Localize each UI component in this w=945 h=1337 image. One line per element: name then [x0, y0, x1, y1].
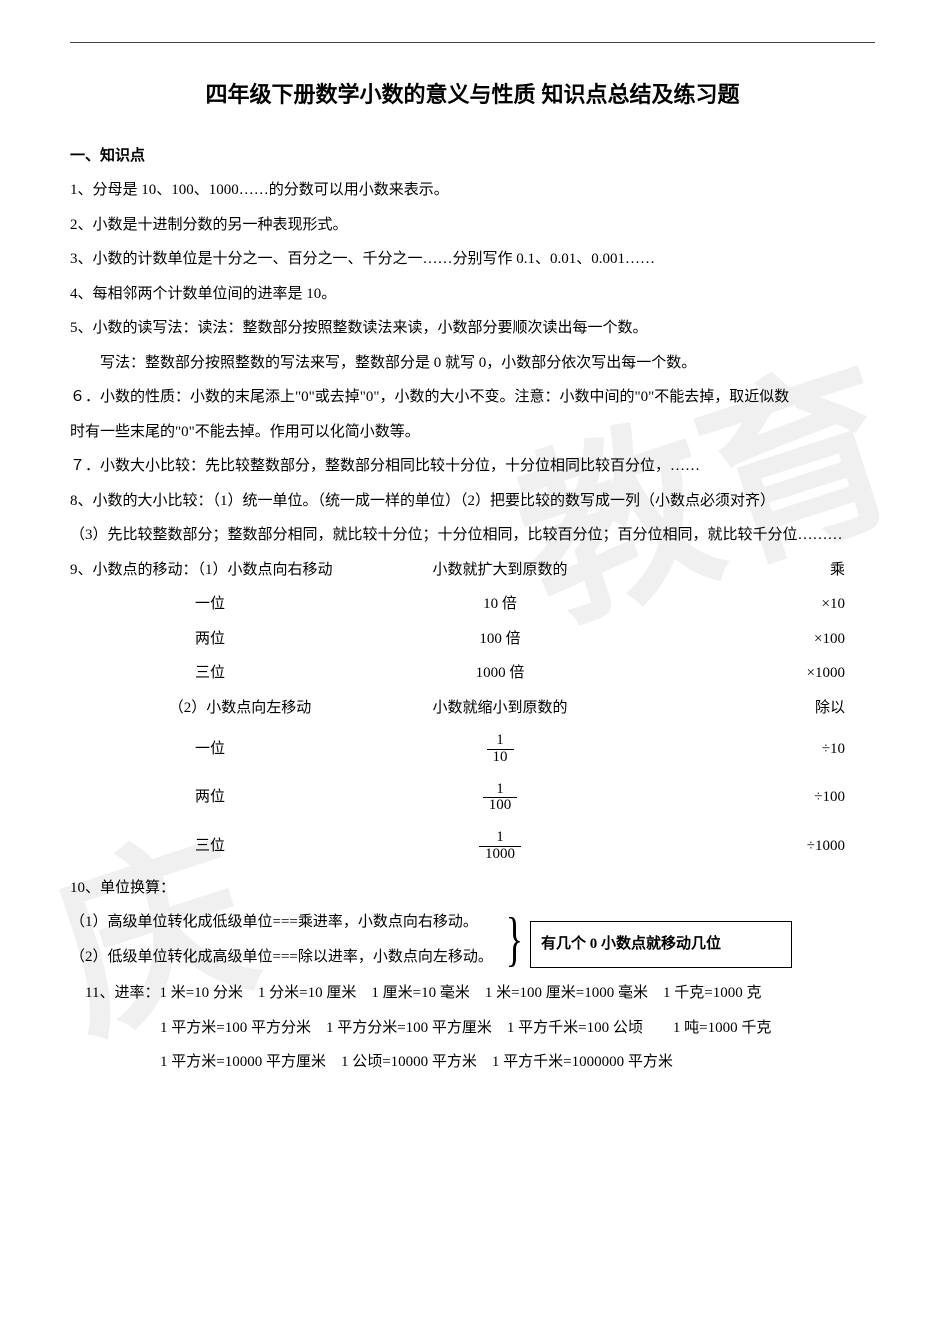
point-8: 8、小数的大小比较：（1）统一单位。（统一成一样的单位）（2）把要比较的数写成一… [70, 484, 875, 519]
shift-factor: 100 倍 [350, 622, 650, 657]
point-6-b: 时有一些末尾的"0"不能去掉。作用可以化简小数等。 [70, 415, 875, 450]
shift-operation: ÷100 [650, 790, 875, 805]
shift-fraction: 11000 [350, 830, 650, 863]
shift-factor: 10 倍 [350, 587, 650, 622]
point-9-lead: 9、小数点的移动：（1）小数点向右移动 [70, 553, 350, 588]
point-6-a: ６．小数的性质：小数的末尾添上"0"或去掉"0"，小数的大小不变。注意：小数中间… [70, 380, 875, 415]
horizontal-rule [70, 42, 875, 43]
point-11: 11、进率：1 米=10 分米 1 分米=10 厘米 1 厘米=10 毫米 1 … [70, 976, 875, 1011]
section-heading: 一、知识点 [70, 139, 875, 174]
shift-right-row: 一位10 倍×10 [70, 587, 875, 622]
shift-amount: 三位 [70, 839, 350, 854]
shift-fraction: 1100 [350, 782, 650, 815]
point-11-b: 1 平方米=100 平方分米 1 平方分米=100 平方厘米 1 平方千米=10… [70, 1011, 875, 1046]
shift-amount: 一位 [70, 587, 350, 622]
shift-operation: ×10 [650, 587, 875, 622]
shift-operation: ÷1000 [650, 839, 875, 854]
point-7: ７．小数大小比较：先比较整数部分，整数部分相同比较十分位，十分位相同比较百分位，… [70, 449, 875, 484]
curly-brace-icon: } [506, 909, 523, 969]
shift-left-row: 两位1100÷100 [70, 774, 875, 823]
point-9-mid2: 小数就缩小到原数的 [350, 691, 650, 726]
unit-convert-block: （1）高级单位转化成低级单位===乘进率，小数点向右移动。 （2）低级单位转化成… [70, 905, 875, 974]
point-3: 3、小数的计数单位是十分之一、百分之一、千分之一……分别写作 0.1、0.01、… [70, 242, 875, 277]
page-title: 四年级下册数学小数的意义与性质 知识点总结及练习题 [70, 70, 875, 121]
point-10: 10、单位换算： [70, 871, 875, 906]
point-5-sub: 写法：整数部分按照整数的写法来写，整数部分是 0 就写 0，小数部分依次写出每一… [70, 346, 875, 381]
point-9-lead2: （2）小数点向左移动 [70, 691, 350, 726]
point-9-header2-row: （2）小数点向左移动 小数就缩小到原数的 除以 [70, 691, 875, 726]
point-9-op2: 除以 [650, 691, 875, 726]
point-9-mid: 小数就扩大到原数的 [350, 553, 650, 588]
point-9-header-row: 9、小数点的移动：（1）小数点向右移动 小数就扩大到原数的 乘 [70, 553, 875, 588]
shift-right-row: 三位1000 倍×1000 [70, 656, 875, 691]
tip-box: 有几个 0 小数点就移动几位 [530, 921, 792, 968]
shift-operation: ×100 [650, 622, 875, 657]
shift-left-row: 三位11000÷1000 [70, 822, 875, 871]
point-1: 1、分母是 10、100、1000……的分数可以用小数来表示。 [70, 173, 875, 208]
point-11-c: 1 平方米=10000 平方厘米 1 公顷=10000 平方米 1 平方千米=1… [70, 1045, 875, 1080]
shift-operation: ÷10 [650, 742, 875, 757]
shift-left-row: 一位110÷10 [70, 725, 875, 774]
shift-amount: 一位 [70, 742, 350, 757]
point-8-b: （3）先比较整数部分；整数部分相同，就比较十分位；十分位相同，比较百分位；百分位… [70, 518, 875, 553]
shift-right-row: 两位100 倍×100 [70, 622, 875, 657]
shift-amount: 两位 [70, 622, 350, 657]
shift-amount: 三位 [70, 656, 350, 691]
shift-amount: 两位 [70, 790, 350, 805]
point-5: 5、小数的读写法：读法：整数部分按照整数读法来读，小数部分要顺次读出每一个数。 [70, 311, 875, 346]
point-2: 2、小数是十进制分数的另一种表现形式。 [70, 208, 875, 243]
shift-fraction: 110 [350, 733, 650, 766]
point-4: 4、每相邻两个计数单位间的进率是 10。 [70, 277, 875, 312]
shift-factor: 1000 倍 [350, 656, 650, 691]
point-9-op: 乘 [650, 553, 875, 588]
shift-operation: ×1000 [650, 656, 875, 691]
